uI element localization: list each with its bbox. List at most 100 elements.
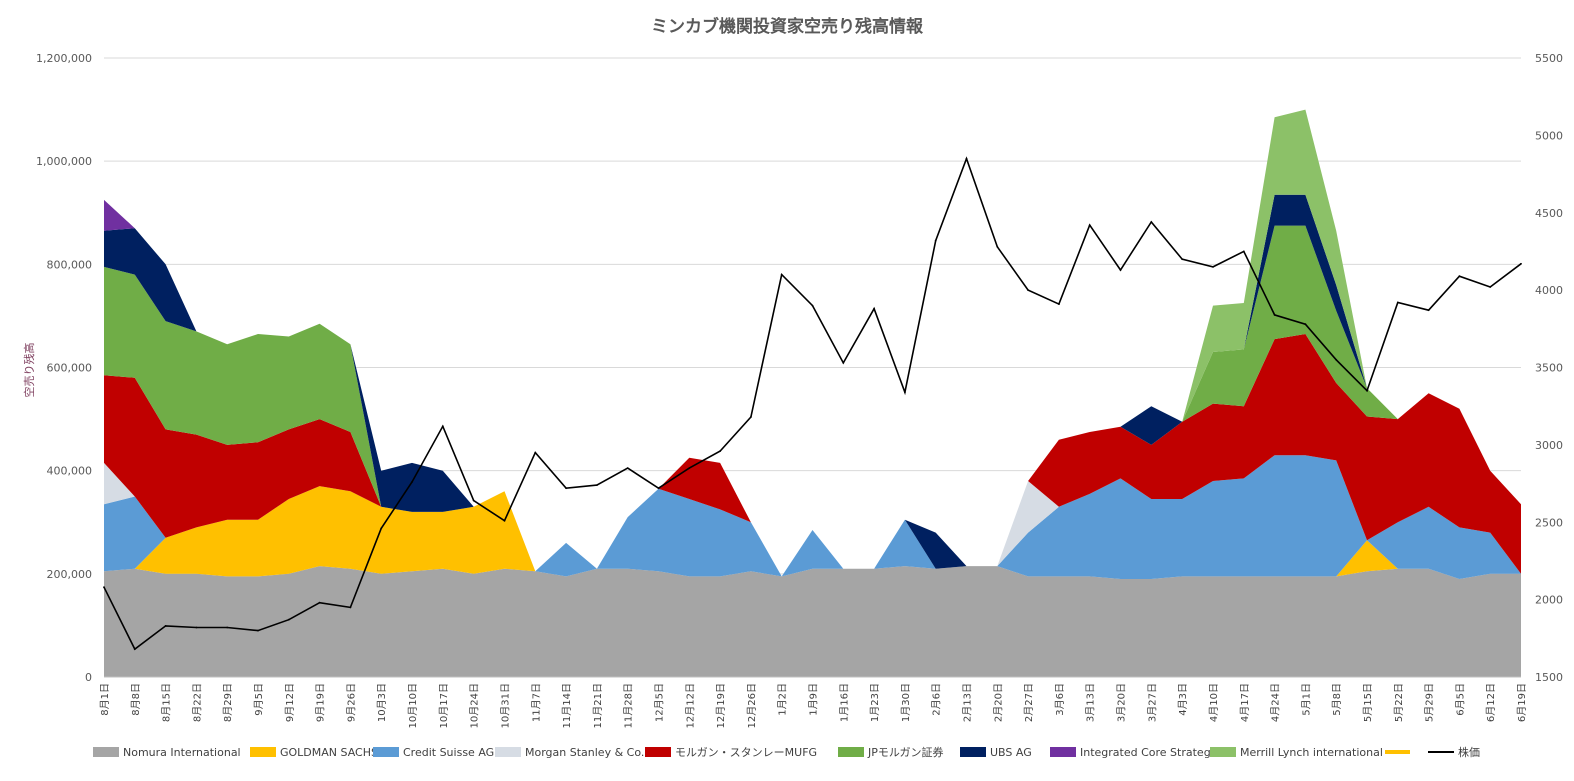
x-axis: 8月1日 8月8日 8月15日 8月22日 8月29日 9月5日 9月12日 9月19日 9月2… xyxy=(99,676,1528,728)
legend-swatch xyxy=(1050,747,1076,757)
x-tick-label: 10月17日 xyxy=(438,683,450,728)
area-series-2 xyxy=(104,455,1521,579)
x-tick-label: 10月24日 xyxy=(469,683,481,728)
x-tick-label: 1月9日 xyxy=(808,683,820,716)
x-tick-label: 5月15日 xyxy=(1362,683,1374,722)
x-tick-label: 6月5日 xyxy=(1454,683,1466,716)
y2-tick-label: 5000 xyxy=(1535,129,1563,142)
x-tick-label: 4月17日 xyxy=(1239,683,1251,722)
price-point xyxy=(626,467,629,469)
price-point xyxy=(103,586,105,589)
price-point xyxy=(873,307,875,310)
price-point xyxy=(534,451,537,454)
price-point xyxy=(965,157,968,160)
y-tick-label: 1,200,000 xyxy=(36,52,92,65)
area-series-0 xyxy=(104,566,1521,677)
y2-tick-label: 4000 xyxy=(1535,284,1563,297)
price-point xyxy=(1273,314,1276,316)
y2-tick-label: 5500 xyxy=(1535,52,1563,65)
price-point xyxy=(472,499,475,502)
price-point xyxy=(719,450,721,452)
x-tick-label: 5月1日 xyxy=(1300,683,1312,716)
price-point xyxy=(780,273,783,276)
x-tick-label: 6月12日 xyxy=(1485,683,1497,722)
left-axis: 0 200,000 400,000 600,000 800,000 1,000,000 1,… xyxy=(36,52,92,684)
x-tick-label: 12月5日 xyxy=(654,683,666,722)
legend-label: UBS AG xyxy=(990,746,1032,759)
x-tick-label: 8月29日 xyxy=(222,683,234,722)
price-line xyxy=(103,156,1522,651)
price-point xyxy=(411,481,413,483)
x-tick-label: 1月2日 xyxy=(777,683,789,716)
legend-swatch xyxy=(645,747,671,757)
price-point xyxy=(1212,266,1214,268)
legend-label: モルガン・スタンレーMUFG xyxy=(675,746,817,759)
legend-label: 株価 xyxy=(1458,745,1480,759)
price-point xyxy=(657,487,660,490)
x-tick-label: 10月10日 xyxy=(407,683,419,728)
x-tick-label: 8月1日 xyxy=(99,683,111,716)
x-tick-label: 4月10日 xyxy=(1208,683,1220,722)
price-point xyxy=(1396,301,1399,304)
x-tick-label: 2月6日 xyxy=(931,683,943,716)
x-tick-label: 11月14日 xyxy=(561,683,573,728)
x-tick-label: 9月26日 xyxy=(345,683,357,722)
price-point xyxy=(750,416,752,418)
price-point xyxy=(349,606,352,609)
price-point xyxy=(1242,250,1245,253)
stacked-areas xyxy=(104,109,1521,677)
y-tick-label: 600,000 xyxy=(47,362,93,375)
y-tick-label: 1,000,000 xyxy=(36,155,92,168)
x-tick-label: 1月23日 xyxy=(869,683,881,722)
x-tick-label: 10月3日 xyxy=(376,683,388,722)
x-tick-label: 8月22日 xyxy=(191,683,203,722)
price-point xyxy=(380,527,383,530)
area-series-4 xyxy=(104,334,1521,577)
price-point xyxy=(164,625,167,627)
legend-swatch xyxy=(1385,750,1410,754)
legend-label: JPモルガン証券 xyxy=(867,745,944,759)
x-tick-label: 12月26日 xyxy=(746,683,758,728)
price-point xyxy=(1458,275,1461,278)
price-point xyxy=(441,425,444,428)
x-tick-label: 11月21日 xyxy=(592,683,604,728)
price-point xyxy=(226,626,229,629)
price-point xyxy=(195,626,198,629)
x-tick-label: 12月19日 xyxy=(715,683,727,728)
legend-label: Credit Suisse AG xyxy=(403,746,494,759)
x-tick-label: 12月12日 xyxy=(684,683,696,728)
price-point xyxy=(1119,269,1122,271)
y-tick-label: 800,000 xyxy=(47,258,93,271)
y2-tick-label: 2000 xyxy=(1535,594,1563,607)
price-point xyxy=(1489,286,1492,288)
x-tick-label: 9月5日 xyxy=(253,683,265,716)
price-point xyxy=(133,648,136,650)
legend-swatch xyxy=(373,747,399,757)
price-point xyxy=(1366,389,1368,392)
x-tick-label: 3月13日 xyxy=(1085,683,1097,722)
x-tick-label: 2月13日 xyxy=(962,683,974,722)
y-tick-label: 200,000 xyxy=(47,568,93,581)
x-tick-label: 8月15日 xyxy=(161,683,173,722)
price-point xyxy=(503,519,506,522)
price-point xyxy=(318,601,321,604)
x-tick-label: 8月8日 xyxy=(130,683,142,716)
legend-label: GOLDMAN SACHS xyxy=(280,746,378,759)
price-point xyxy=(1058,303,1060,305)
x-tick-label: 4月3日 xyxy=(1177,683,1189,716)
price-point xyxy=(565,487,567,490)
x-tick-label: 2月27日 xyxy=(1023,683,1035,722)
price-point xyxy=(904,391,906,394)
x-tick-label: 1月30日 xyxy=(900,683,912,722)
x-tick-label: 9月19日 xyxy=(315,683,327,722)
x-tick-label: 2月20日 xyxy=(992,683,1004,722)
x-tick-label: 3月27日 xyxy=(1146,683,1158,722)
price-point xyxy=(811,304,814,307)
legend-swatch xyxy=(93,747,119,757)
legend-label: Nomura International xyxy=(123,746,241,759)
legend-label: Integrated Core Strategies xyxy=(1080,746,1227,759)
x-tick-label: 11月28日 xyxy=(623,683,635,728)
price-point xyxy=(1088,224,1091,227)
price-point xyxy=(1335,358,1338,361)
